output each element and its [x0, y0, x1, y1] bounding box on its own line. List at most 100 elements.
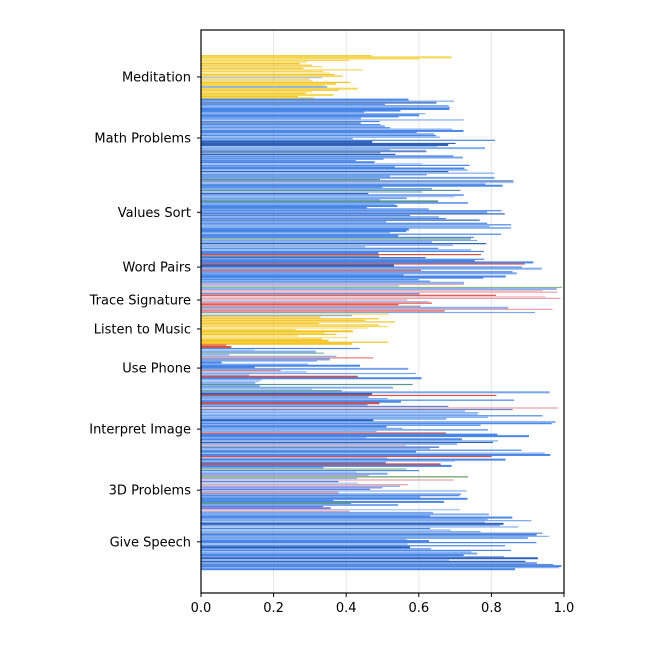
bar	[201, 228, 409, 231]
bar	[201, 360, 317, 362]
bar	[201, 196, 455, 198]
bar	[201, 184, 503, 187]
bar	[201, 220, 387, 223]
bar-group-3	[201, 247, 542, 287]
bar	[201, 416, 488, 418]
bar	[201, 342, 352, 345]
bar	[201, 140, 373, 143]
bar	[201, 424, 481, 426]
bar	[201, 78, 311, 80]
bar	[201, 535, 549, 537]
bar	[201, 461, 386, 464]
bar	[201, 114, 420, 117]
bar	[201, 413, 478, 415]
bar	[201, 167, 465, 170]
x-tick-label: 0.6	[408, 601, 429, 616]
bar	[201, 308, 553, 310]
bar	[201, 139, 495, 141]
bar	[201, 548, 432, 550]
bar	[201, 192, 369, 195]
bar	[201, 176, 495, 179]
bar	[201, 103, 385, 105]
bar	[201, 61, 307, 63]
bar	[201, 200, 439, 203]
bar	[201, 558, 450, 561]
bar	[201, 324, 380, 326]
bar	[201, 392, 372, 395]
bar	[201, 211, 488, 214]
bar	[201, 247, 439, 249]
bar	[201, 394, 497, 397]
bar	[201, 244, 453, 246]
bar	[201, 279, 419, 281]
bar	[201, 344, 227, 347]
bar	[201, 504, 399, 507]
bar	[201, 239, 478, 242]
bar	[201, 397, 388, 400]
bar	[201, 402, 380, 405]
bar	[201, 67, 304, 69]
bar	[201, 453, 551, 456]
bar	[201, 349, 255, 351]
bar	[201, 506, 323, 508]
bar	[201, 111, 365, 113]
bar	[201, 288, 557, 290]
bar	[201, 175, 391, 178]
y-category-label: Trace Signature	[89, 293, 191, 308]
bar	[201, 509, 460, 511]
bar	[201, 302, 432, 304]
bar	[201, 243, 487, 245]
bar	[201, 232, 390, 234]
bar	[201, 476, 469, 478]
bar	[201, 423, 552, 425]
bar	[201, 304, 399, 306]
bar	[201, 64, 313, 66]
bar	[201, 522, 504, 525]
bar	[201, 188, 433, 190]
bar	[201, 333, 337, 336]
bar	[201, 463, 441, 466]
bar	[201, 225, 490, 228]
bar	[201, 440, 499, 442]
bar	[201, 543, 408, 546]
bar	[201, 507, 331, 510]
bar	[201, 144, 449, 147]
y-category-label: Interpret Image	[89, 423, 191, 438]
bar	[201, 568, 516, 571]
bar	[201, 484, 409, 486]
bar	[201, 133, 435, 135]
bar	[201, 219, 480, 221]
bar	[201, 113, 426, 115]
bar	[201, 178, 380, 181]
bar	[201, 315, 353, 317]
x-tick-label: 0.2	[263, 601, 284, 616]
bar	[201, 158, 384, 160]
bar	[201, 330, 353, 333]
bar	[201, 560, 526, 562]
bar	[201, 565, 562, 568]
bar	[201, 297, 561, 300]
bar	[201, 371, 307, 373]
bar	[201, 435, 529, 438]
bar	[201, 520, 532, 522]
bar	[201, 355, 337, 357]
bar	[201, 396, 369, 399]
bar	[201, 253, 481, 256]
bar-group-8	[201, 466, 469, 514]
bar	[201, 86, 328, 89]
y-category-label: 3D Problems	[109, 484, 192, 499]
bars-layer	[201, 55, 562, 571]
bar	[201, 58, 419, 60]
bar	[201, 400, 401, 403]
bar	[201, 153, 396, 155]
bar	[201, 488, 371, 490]
bar	[201, 241, 432, 243]
bar	[201, 357, 374, 359]
bar	[201, 120, 380, 123]
bar	[201, 109, 401, 112]
bar	[201, 275, 506, 278]
bar	[201, 80, 313, 82]
bar	[201, 383, 413, 386]
